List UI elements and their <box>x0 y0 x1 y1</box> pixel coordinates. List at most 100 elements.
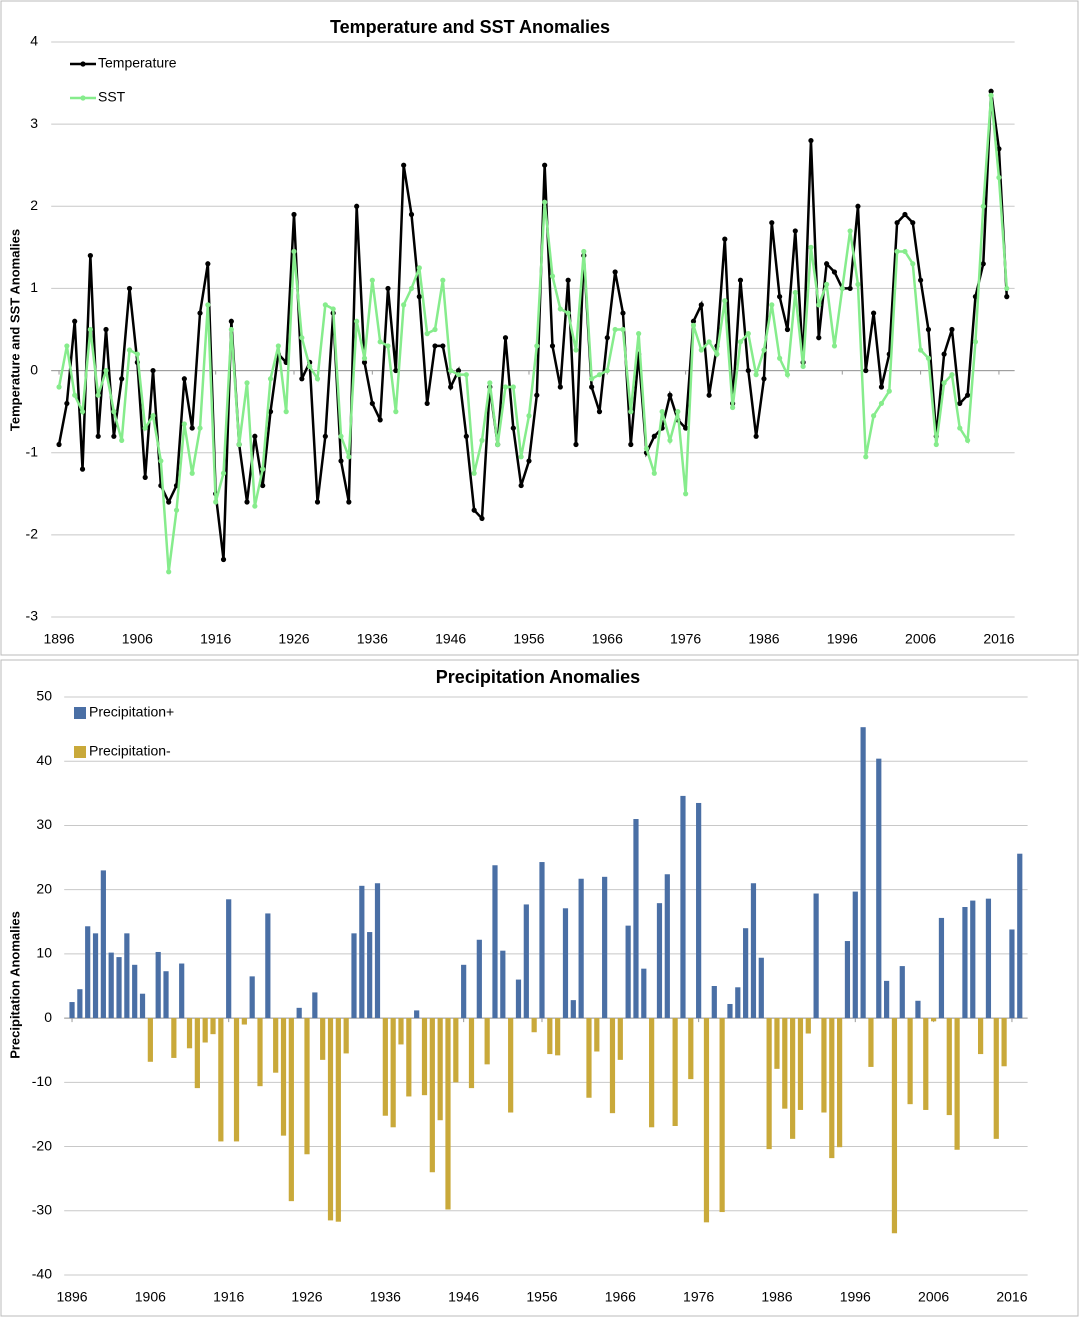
point <box>816 302 822 308</box>
point <box>471 470 477 476</box>
point <box>119 376 125 382</box>
bar <box>539 862 545 1019</box>
legend-label: Temperature <box>98 55 177 71</box>
point <box>205 261 211 267</box>
point <box>142 474 148 480</box>
point <box>299 335 305 341</box>
point <box>549 343 556 349</box>
point <box>871 413 877 419</box>
bar <box>844 941 851 1019</box>
point <box>690 322 697 328</box>
point <box>612 269 618 275</box>
bar <box>320 1018 326 1060</box>
point <box>831 343 838 349</box>
point <box>142 425 148 431</box>
point <box>369 277 375 283</box>
point <box>518 454 524 460</box>
bar <box>515 979 522 1019</box>
point <box>228 318 234 324</box>
bar <box>179 963 185 1019</box>
point <box>933 441 939 448</box>
bar <box>304 1018 310 1155</box>
point <box>965 392 971 398</box>
bar <box>406 1018 412 1097</box>
x-tick-label: 1926 <box>291 1289 322 1305</box>
point <box>980 203 986 209</box>
bar <box>907 1018 913 1105</box>
bar <box>116 957 122 1019</box>
point <box>722 298 728 304</box>
point <box>972 339 979 345</box>
point <box>401 162 407 168</box>
point <box>111 433 117 439</box>
point <box>737 277 744 283</box>
point <box>189 470 195 476</box>
bar <box>727 1003 733 1019</box>
point <box>64 400 70 407</box>
point <box>56 441 62 448</box>
point <box>573 347 579 353</box>
point <box>322 433 328 439</box>
point <box>283 409 289 415</box>
bar <box>649 1018 655 1128</box>
point <box>463 372 469 378</box>
x-tick-label: 1926 <box>278 631 309 647</box>
point <box>894 220 900 226</box>
bar <box>703 1018 710 1223</box>
point <box>275 343 281 349</box>
bar <box>92 933 99 1019</box>
point <box>683 491 689 497</box>
point <box>534 343 540 349</box>
bar <box>602 876 608 1019</box>
point <box>267 376 274 382</box>
point <box>800 363 806 370</box>
bar <box>805 1018 811 1034</box>
point <box>79 409 86 415</box>
point <box>988 88 994 94</box>
point <box>643 446 650 452</box>
point <box>745 367 751 374</box>
point <box>910 220 916 226</box>
bar <box>343 1018 349 1054</box>
point <box>988 92 994 98</box>
point <box>510 384 516 390</box>
point <box>604 335 610 341</box>
point <box>596 409 603 415</box>
point <box>197 310 203 316</box>
bar <box>876 758 882 1019</box>
y-tick-label: -2 <box>26 526 39 542</box>
bar <box>758 957 764 1019</box>
point <box>361 359 368 365</box>
point <box>79 466 86 472</box>
point <box>902 211 908 218</box>
bar <box>468 1018 475 1089</box>
point <box>416 294 422 300</box>
panel-border <box>0 0 1079 656</box>
point <box>361 355 368 361</box>
point <box>393 409 399 415</box>
y-axis-label: Temperature and SST Anomalies <box>7 229 22 431</box>
bar <box>226 899 232 1019</box>
point <box>581 248 587 255</box>
y-tick-label: 1 <box>30 279 38 295</box>
point <box>95 433 101 439</box>
point <box>769 302 775 308</box>
point <box>839 285 845 292</box>
bar <box>359 885 365 1019</box>
point <box>252 433 258 439</box>
legend-label: Precipitation+ <box>89 704 174 720</box>
point <box>377 339 383 345</box>
bar <box>210 1018 216 1035</box>
legend-swatch <box>74 707 86 719</box>
chart-title: Temperature and SST Anomalies <box>330 17 610 37</box>
point <box>996 146 1002 152</box>
series-line <box>57 95 1009 572</box>
point <box>424 400 430 407</box>
y-tick-label: -1 <box>26 443 39 459</box>
point <box>307 363 313 370</box>
point <box>197 425 203 431</box>
point <box>589 376 595 382</box>
point <box>56 384 62 390</box>
bar <box>680 795 686 1019</box>
point <box>189 425 195 431</box>
